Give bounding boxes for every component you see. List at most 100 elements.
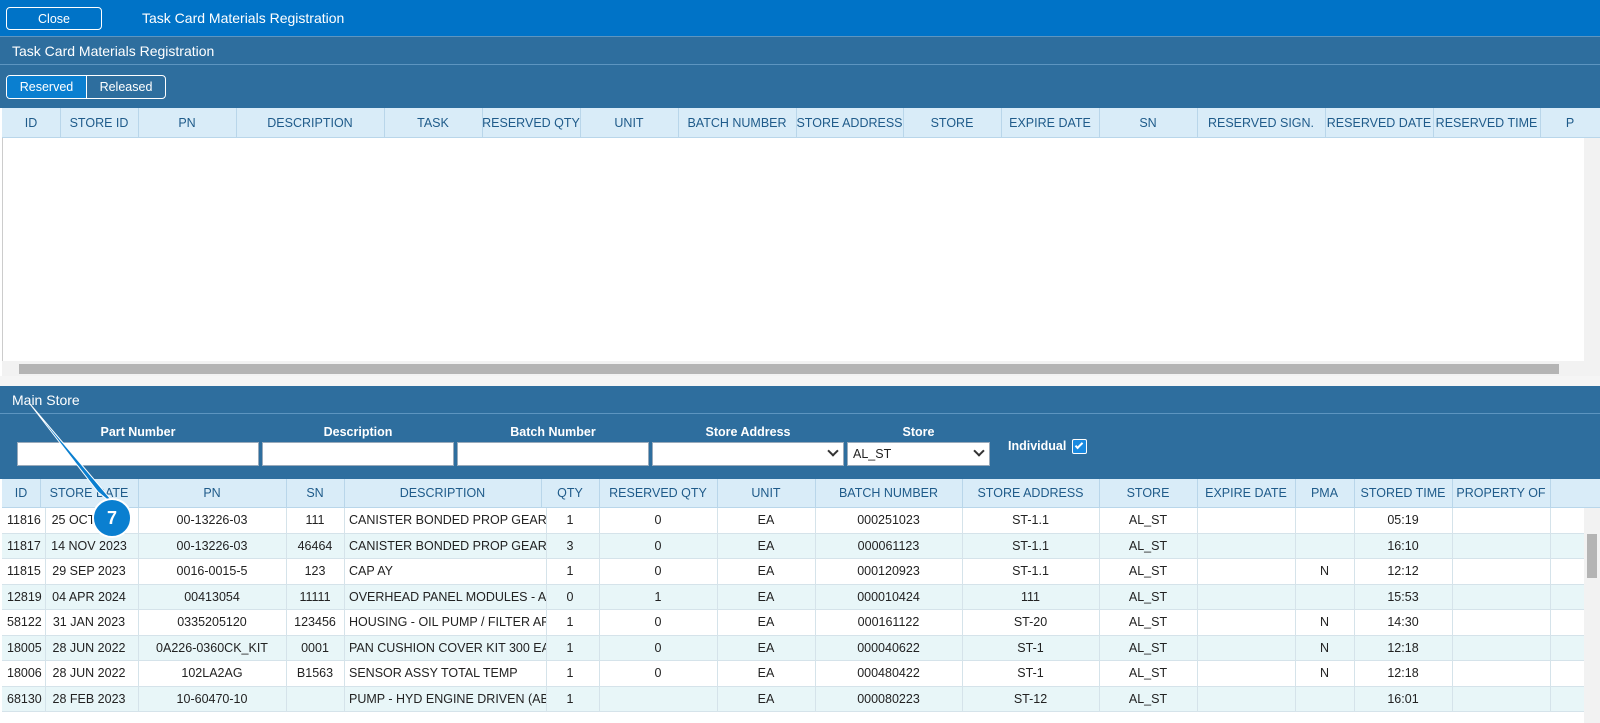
individual-checkbox[interactable] [1072, 439, 1087, 454]
table-cell: EA [717, 533, 816, 558]
table-cell: EA [717, 686, 816, 711]
column-header[interactable]: PROPERTY OF [1452, 479, 1551, 507]
table-cell [1197, 584, 1296, 609]
table-cell: 00-13226-03 [138, 533, 287, 558]
column-header[interactable]: P [1540, 108, 1600, 137]
table-cell: 18005 [2, 635, 46, 660]
scrollbar-thumb[interactable] [1587, 534, 1597, 578]
table-row[interactable]: 58122 31 JAN 2023 0335205120 123456 HOUSING … [2, 610, 1584, 636]
vertical-scrollbar[interactable] [1584, 138, 1600, 361]
table-cell: 1 [599, 584, 718, 609]
column-header[interactable]: STORE ADDRESS [962, 479, 1100, 507]
column-header[interactable]: STORED TIME [1354, 479, 1453, 507]
column-header[interactable]: PMA [1295, 479, 1355, 507]
table-cell: 0 [599, 610, 718, 635]
column-header[interactable]: STORE ID [60, 108, 139, 137]
table-cell: 00413054 [138, 584, 287, 609]
filter-select[interactable] [652, 442, 844, 466]
table-cell: CAP AY [344, 559, 547, 584]
table-cell: 3 [541, 533, 600, 558]
horizontal-scrollbar[interactable] [2, 361, 1600, 376]
table-row[interactable]: 11817 14 NOV 2023 00-13226-03 46464 CANISTER… [2, 533, 1584, 559]
table-cell: 000080223 [815, 686, 963, 711]
filter-label: Store Address [705, 425, 791, 439]
column-header[interactable]: STORE ADDRESS [796, 108, 904, 137]
column-header[interactable]: RESERVED QTY [599, 479, 718, 507]
table-cell: ST-20 [962, 610, 1100, 635]
column-header[interactable]: RESERVED DATE [1325, 108, 1434, 137]
column-header[interactable]: EXPIRE DATE [1197, 479, 1296, 507]
filter-select[interactable]: AL_ST [847, 442, 990, 466]
column-header[interactable]: RESERVED QTY [482, 108, 581, 137]
table-cell [1295, 584, 1355, 609]
table-cell: AL_ST [1099, 610, 1198, 635]
column-header[interactable]: TASK [384, 108, 483, 137]
table-row[interactable]: 68130 28 FEB 2023 10-60470-10 PUMP - HYD EN… [2, 686, 1584, 712]
column-header[interactable]: ID [2, 479, 41, 507]
filter-input[interactable] [262, 442, 454, 466]
table-cell: 1 [541, 635, 600, 660]
table-row[interactable]: 18005 28 JUN 2022 0A226-0360CK_KIT 0001 PAN … [2, 635, 1584, 661]
table-cell: EA [717, 559, 816, 584]
column-header[interactable]: DESCRIPTION [344, 479, 542, 507]
table-cell: 12:18 [1354, 635, 1453, 660]
table-row[interactable]: 12819 04 APR 2024 00413054 11111 OVERHEAD PA… [2, 584, 1584, 610]
column-header[interactable]: DESCRIPTION [236, 108, 385, 137]
column-header[interactable]: STORE [1099, 479, 1198, 507]
panel-title: Task Card Materials Registration [12, 43, 215, 59]
column-header[interactable]: RESERVED SIGN. [1197, 108, 1326, 137]
table-cell: 15:53 [1354, 584, 1453, 609]
table-cell: AL_ST [1099, 559, 1198, 584]
table-cell: 1 [541, 559, 600, 584]
callout-label: 7 [107, 508, 117, 528]
column-header[interactable]: PN [138, 108, 237, 137]
table-row[interactable]: 11815 29 SEP 2023 0016-0015-5 123 CAP AY 1 0 EA… [2, 559, 1584, 585]
table-cell: N [1295, 559, 1355, 584]
close-button[interactable]: Close [6, 7, 102, 30]
table-cell [1295, 686, 1355, 711]
scrollbar-thumb[interactable] [19, 364, 1559, 374]
table-cell: ST-1.1 [962, 559, 1100, 584]
table-cell: 0001 [286, 635, 345, 660]
tab[interactable]: Reserved [7, 76, 87, 98]
table-cell: PUMP - HYD ENGINE DRIVEN (ABE [344, 686, 547, 711]
column-header[interactable]: STORE [903, 108, 1002, 137]
table-cell [599, 686, 718, 711]
filter-bar: Part Number Description Batch Number Store … [0, 414, 1600, 479]
table-cell: 000251023 [815, 508, 963, 533]
filter-label: Store [902, 425, 935, 439]
reserved-table-header: ID STORE ID PN DESCRIPTION TASK RESERVED QTY U… [2, 108, 1600, 138]
column-header[interactable]: UNIT [717, 479, 816, 507]
column-header[interactable]: RESERVED TIME [1433, 108, 1541, 137]
filter-input[interactable] [457, 442, 649, 466]
tab[interactable]: Released [99, 80, 153, 94]
column-header[interactable]: BATCH NUMBER [678, 108, 797, 137]
table-cell: 102LA2AG [138, 661, 287, 686]
column-header[interactable]: BATCH NUMBER [815, 479, 963, 507]
table-cell: 12819 [2, 584, 46, 609]
column-header[interactable]: SN [1099, 108, 1198, 137]
table-cell: 1 [541, 686, 600, 711]
callout-marker [92, 498, 132, 538]
column-header[interactable]: UNIT [580, 108, 679, 137]
column-header[interactable]: ID [2, 108, 61, 137]
table-cell [286, 686, 345, 711]
column-header[interactable]: EXPIRE DATE [1001, 108, 1100, 137]
callout-pointer [29, 403, 121, 511]
filter-label: Part Number [100, 425, 176, 439]
table-cell: ST-12 [962, 686, 1100, 711]
table-cell: 05:19 [1354, 508, 1453, 533]
table-cell: 12:12 [1354, 559, 1453, 584]
vertical-scrollbar[interactable] [1584, 508, 1600, 723]
column-header[interactable]: SN [286, 479, 345, 507]
main-store-bar: Main Store [0, 386, 1600, 414]
table-cell: 0 [599, 661, 718, 686]
table-cell: 000120923 [815, 559, 963, 584]
table-cell: 123456 [286, 610, 345, 635]
column-header[interactable]: QTY [541, 479, 600, 507]
splitter[interactable] [0, 376, 1600, 386]
column-header[interactable]: PN [138, 479, 287, 507]
filter-input[interactable] [17, 442, 259, 466]
table-row[interactable]: 18006 28 JUN 2022 102LA2AG B1563 SENSOR ASSY… [2, 661, 1584, 687]
